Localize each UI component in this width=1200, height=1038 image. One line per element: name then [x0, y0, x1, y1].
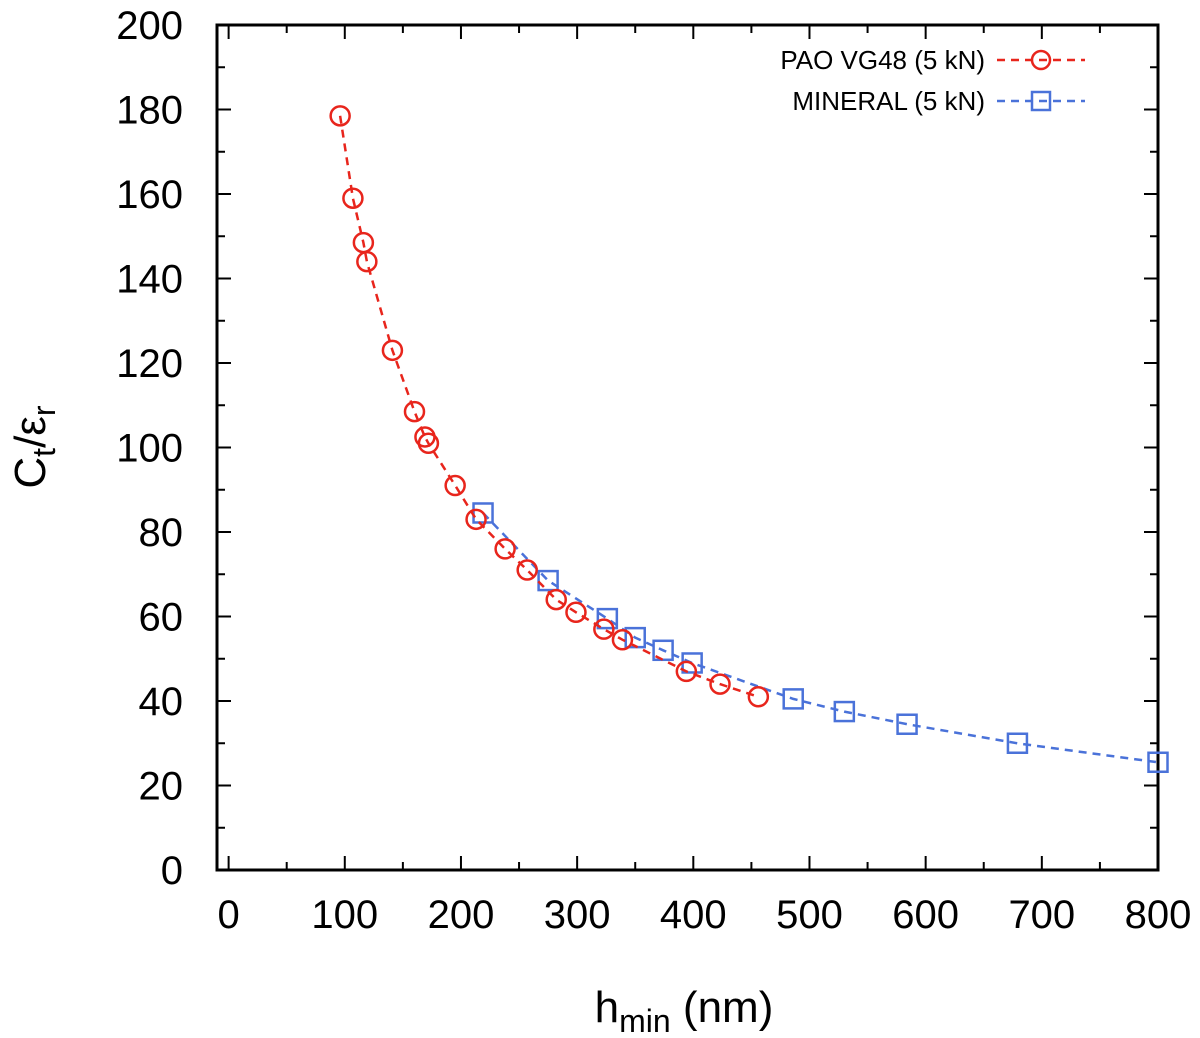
x-axis-ticks: 0 100 200 300 400 500 600 700 800 — [217, 25, 1191, 937]
data-point-mineral — [596, 607, 619, 630]
x-tick-label: 500 — [776, 893, 843, 937]
data-point-pao — [417, 432, 440, 455]
x-tick-label: 400 — [660, 893, 727, 937]
y-tick-label: 80 — [139, 511, 184, 555]
y-tick-label: 0 — [161, 849, 183, 893]
data-point-pao — [403, 400, 426, 423]
data-point-mineral — [1147, 751, 1169, 774]
y-tick-label: 100 — [116, 427, 183, 471]
legend: PAO VG48 (5 kN) MINERAL (5 kN) — [780, 45, 1085, 116]
series-layer — [329, 105, 1169, 774]
data-point-pao — [356, 250, 378, 273]
y-tick-label: 120 — [116, 342, 183, 386]
legend-marker-pao — [1030, 49, 1052, 71]
data-point-mineral — [652, 639, 674, 662]
y-tick-label: 60 — [139, 596, 184, 640]
y-axis-label: Ct/εr — [6, 405, 62, 489]
y-tick-label: 200 — [116, 4, 183, 48]
legend-label-pao: PAO VG48 (5 kN) — [780, 45, 985, 75]
x-tick-label: 600 — [892, 893, 959, 937]
data-point-pao — [747, 686, 770, 708]
data-point-pao — [444, 474, 466, 497]
x-axis-label: hmin (nm) — [595, 983, 774, 1038]
y-tick-label: 20 — [139, 765, 184, 809]
y-axis-ticks: 0 20 40 60 80 100 120 140 160 180 200 — [116, 4, 1158, 893]
data-point-pao — [465, 508, 487, 531]
data-point-pao — [494, 538, 516, 560]
x-tick-label: 0 — [217, 893, 239, 937]
data-point-pao — [516, 559, 538, 581]
data-point-mineral — [833, 700, 856, 723]
y-tick-label: 40 — [139, 680, 184, 724]
data-point-pao — [565, 601, 587, 624]
x-tick-label: 700 — [1008, 893, 1075, 937]
series-line-mineral — [482, 512, 1159, 764]
y-tick-label: 180 — [116, 89, 183, 133]
x-tick-label: 100 — [311, 893, 378, 937]
series-line-pao — [338, 115, 759, 698]
data-point-mineral — [537, 569, 559, 592]
y-tick-label: 140 — [116, 258, 183, 302]
x-tick-label: 800 — [1125, 893, 1192, 937]
data-point-mineral — [1006, 732, 1029, 754]
data-point-pao — [593, 618, 615, 640]
data-point-pao — [611, 628, 634, 651]
y-tick-label: 160 — [116, 173, 183, 217]
data-point-pao — [381, 339, 404, 362]
x-tick-label: 200 — [428, 893, 495, 937]
data-point-mineral — [896, 713, 918, 735]
data-point-mineral — [782, 688, 804, 710]
data-point-pao — [342, 187, 364, 209]
x-tick-label: 300 — [544, 893, 611, 937]
data-point-pao — [709, 673, 731, 695]
legend-label-mineral: MINERAL (5 kN) — [792, 86, 985, 116]
data-point-pao — [675, 660, 698, 683]
data-point-pao — [329, 105, 351, 127]
data-point-pao — [545, 588, 567, 611]
legend-marker-mineral — [1030, 90, 1052, 112]
